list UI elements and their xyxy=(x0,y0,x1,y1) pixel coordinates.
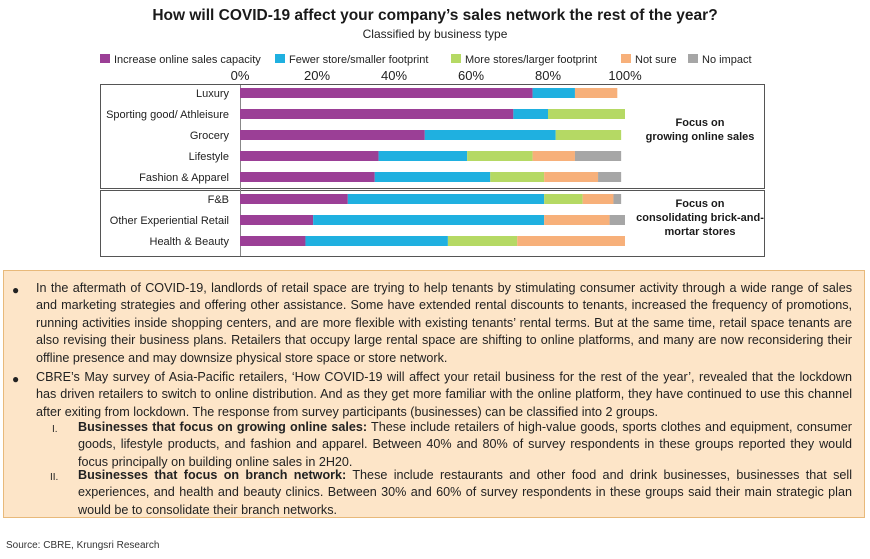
chart-title: How will COVID-19 affect your company’s … xyxy=(152,7,718,24)
group-frame-online xyxy=(100,84,765,189)
group-label: Focus on xyxy=(676,198,725,210)
roman-numeral-2: II. xyxy=(50,472,59,483)
bar-segment xyxy=(532,88,575,98)
bar-segment xyxy=(544,194,583,204)
bar-segment xyxy=(313,215,545,225)
bar-segment xyxy=(378,151,468,161)
bar-segment xyxy=(574,88,618,98)
sub-point-1-heading: Businesses that focus on growing online … xyxy=(78,420,368,434)
bar-segment xyxy=(240,194,348,204)
bar-segment xyxy=(548,109,625,119)
roman-numeral-1: I. xyxy=(52,424,58,435)
bar-segment xyxy=(467,151,533,161)
legend-label: Fewer store/smaller footprint xyxy=(289,54,428,66)
bar-segment xyxy=(305,236,448,246)
sub-point-2-heading: Businesses that focus on branch network: xyxy=(78,468,347,482)
bullet-dot: ● xyxy=(12,372,20,386)
legend-swatch xyxy=(688,54,698,63)
x-tick-label: 80% xyxy=(535,68,561,83)
bar-segment xyxy=(609,215,625,225)
category-label: Other Experiential Retail xyxy=(110,215,229,227)
sub-point-2: Businesses that focus on branch network:… xyxy=(78,467,852,519)
bar-segment xyxy=(240,109,514,119)
bar-segment xyxy=(574,151,622,161)
bar-segment xyxy=(240,236,306,246)
bar-segment xyxy=(374,172,491,182)
sub-point-2-text: These include restaurants and other food… xyxy=(78,468,852,517)
source-note: Source: CBRE, Krungsri Research xyxy=(6,540,160,551)
category-label: Fashion & Apparel xyxy=(139,172,229,184)
bar-segment xyxy=(490,172,545,182)
bar-segment xyxy=(240,215,314,225)
legend-label: More stores/larger footprint xyxy=(465,54,597,66)
group-label: mortar stores xyxy=(665,226,736,238)
bar-segment xyxy=(544,172,599,182)
bar-segment xyxy=(347,194,545,204)
bar-segment xyxy=(240,151,379,161)
category-label: Health & Beauty xyxy=(150,236,230,248)
x-tick-label: 100% xyxy=(608,68,642,83)
category-label: F&B xyxy=(208,194,229,206)
bar-segment xyxy=(544,215,610,225)
bar-segment xyxy=(240,172,375,182)
legend-label: No impact xyxy=(702,54,752,66)
legend-label: Increase online sales capacity xyxy=(114,54,261,66)
category-label: Lifestyle xyxy=(189,151,229,163)
chart-subtitle: Classified by business type xyxy=(362,27,508,41)
sub-point-1-text: These include retailers of high-value go… xyxy=(78,420,852,469)
bar-segment xyxy=(513,109,548,119)
group-label: Focus on xyxy=(676,117,725,129)
category-label: Luxury xyxy=(196,88,230,100)
bar-segment xyxy=(240,130,425,140)
paragraph-2: CBRE’s May survey of Asia-Pacific retail… xyxy=(36,370,852,419)
legend-swatch xyxy=(451,54,461,63)
group-label: consolidating brick-and- xyxy=(636,212,764,224)
x-tick-label: 0% xyxy=(231,68,250,83)
x-tick-label: 40% xyxy=(381,68,407,83)
category-label: Sporting good/ Athleisure xyxy=(106,109,229,121)
paragraph-1: In the aftermath of COVID-19, landlords … xyxy=(36,281,852,365)
commentary-panel xyxy=(3,270,865,518)
legend-swatch xyxy=(100,54,110,63)
bar-segment xyxy=(447,236,518,246)
legend-label: Not sure xyxy=(635,54,677,66)
bullet-dot: ● xyxy=(12,283,20,297)
bar-segment xyxy=(613,194,622,204)
sub-point-1: Businesses that focus on growing online … xyxy=(78,419,852,471)
bar-segment xyxy=(555,130,622,140)
bar-segment xyxy=(582,194,614,204)
x-tick-label: 20% xyxy=(304,68,330,83)
category-label: Grocery xyxy=(190,130,230,142)
bar-segment xyxy=(424,130,556,140)
legend-swatch xyxy=(621,54,631,63)
group-frame-brick xyxy=(100,190,765,257)
legend-swatch xyxy=(275,54,285,63)
bar-segment xyxy=(240,88,533,98)
x-tick-label: 60% xyxy=(458,68,484,83)
stacked-bar-chart: Increase online sales capacity Fewer stor… xyxy=(100,54,765,257)
bar-segment xyxy=(598,172,622,182)
group-label: growing online sales xyxy=(646,131,755,143)
bar-segment xyxy=(517,236,625,246)
bar-segment xyxy=(532,151,575,161)
